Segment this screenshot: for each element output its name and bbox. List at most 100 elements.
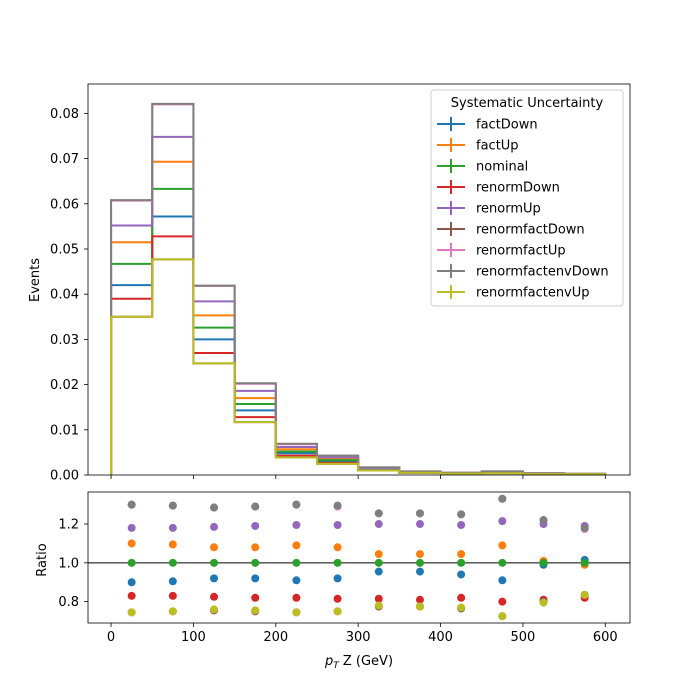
ratio-point-factDown: [168, 577, 177, 586]
ratio-point-renormfactenvDown: [457, 510, 466, 519]
ratio-point-renormfactenvDown: [292, 500, 301, 509]
top-y-tick-label: 0.04: [50, 288, 79, 303]
ratio-point-renormfactenvUp: [210, 605, 219, 614]
top-y-tick-label: 0.01: [50, 423, 79, 438]
legend-label-renormfactenvUp: renormfactenvUp: [476, 286, 590, 301]
bottom-x-ticks: 0 100 200 300 400 500 600: [107, 623, 618, 645]
legend-label-factUp: factUp: [476, 139, 519, 154]
legend-label-renormDown: renormDown: [476, 181, 560, 196]
ratio-point-nominal: [580, 558, 589, 567]
x-axis-label: pT Z (GeV): [324, 654, 393, 671]
ratio-point-renormUp: [168, 523, 177, 532]
ratio-point-renormfactenvDown: [210, 503, 219, 512]
bottom-x-tick-label: 400: [428, 630, 453, 645]
bottom-y-tick-label: 1.2: [58, 518, 79, 533]
top-y-tick-label: 0.00: [50, 469, 79, 484]
ratio-point-nominal: [374, 558, 383, 567]
ratio-point-renormDown: [498, 597, 507, 606]
bottom-x-tick-label: 0: [107, 630, 115, 645]
ratio-point-renormfactenvUp: [168, 607, 177, 616]
ratio-point-nominal: [210, 558, 219, 567]
ratio-point-renormDown: [457, 593, 466, 602]
ratio-point-renormfactenvUp: [498, 612, 507, 621]
bottom-panel: 0.8 1.0 1.2 0 100 200 300 400 500 600 Ratio pT Z…: [35, 491, 631, 671]
ratio-point-nominal: [251, 558, 260, 567]
ratio-point-renormUp: [374, 520, 383, 529]
ratio-point-renormfactenvDown: [127, 500, 136, 509]
top-y-tick-label: 0.05: [50, 242, 79, 257]
ratio-point-renormDown: [292, 593, 301, 602]
x-axis-label-subscript: T: [333, 661, 340, 671]
ratio-point-renormfactenvUp: [251, 606, 260, 615]
bottom-y-tick-label: 0.8: [58, 595, 79, 610]
ratio-point-nominal: [168, 558, 177, 567]
ratio-point-renormfactenvUp: [292, 608, 301, 617]
ratio-point-factDown: [498, 576, 507, 585]
legend-items: factDown factUp nominal renormDown renormUp r…: [437, 117, 609, 301]
top-y-tick-label: 0.08: [50, 107, 79, 122]
x-axis-label-symbol: p: [324, 654, 333, 669]
ratio-point-factUp: [210, 543, 219, 552]
legend-label-nominal: nominal: [476, 160, 528, 175]
ratio-point-factUp: [127, 539, 136, 548]
ratio-point-factUp: [168, 540, 177, 549]
bottom-x-tick-label: 600: [593, 630, 618, 645]
ratio-point-factUp: [457, 550, 466, 559]
ratio-point-renormDown: [168, 591, 177, 600]
ratio-point-renormUp: [457, 520, 466, 529]
bottom-y-ticks: 0.8 1.0 1.2: [58, 518, 88, 610]
top-panel: 0.00 0.01 0.02 0.03 0.04 0.05 0.06 0.07 0.08 Eve…: [28, 83, 631, 484]
ratio-point-renormUp: [415, 520, 424, 529]
top-y-tick-label: 0.02: [50, 378, 79, 393]
legend-label-renormfactenvDown: renormfactenvDown: [476, 265, 609, 280]
ratio-point-factDown: [251, 574, 260, 583]
ratio-point-factUp: [292, 541, 301, 550]
legend-label-renormfactUp: renormfactUp: [476, 244, 566, 259]
ratio-point-nominal: [415, 558, 424, 567]
bottom-y-tick-label: 1.0: [58, 556, 79, 571]
legend-label-renormUp: renormUp: [476, 202, 541, 217]
ratio-point-renormfactenvUp: [333, 607, 342, 616]
ratio-point-nominal: [292, 558, 301, 567]
ratio-point-renormfactenvDown: [168, 501, 177, 510]
ratio-point-factDown: [127, 578, 136, 587]
ratio-point-renormUp: [127, 523, 136, 532]
ratio-point-renormDown: [333, 594, 342, 603]
top-histograms: [110, 102, 607, 476]
bottom-axes-frame: [87, 491, 631, 624]
legend-label-factDown: factDown: [476, 118, 538, 133]
ratio-point-nominal: [539, 558, 548, 567]
top-axes-frame: [87, 83, 631, 476]
ratio-point-renormfactenvUp: [415, 602, 424, 611]
ratio-point-renormfactenvDown: [415, 509, 424, 518]
ratio-point-renormDown: [127, 591, 136, 600]
legend: Systematic Uncertainty factDown factUp nom…: [430, 89, 624, 307]
ratio-point-renormfactenvUp: [539, 598, 548, 607]
bottom-x-tick-label: 300: [346, 630, 371, 645]
ratio-point-renormUp: [333, 520, 342, 529]
ratio-point-factUp: [333, 543, 342, 552]
bottom-y-axis-label: Ratio: [35, 543, 50, 576]
ratio-point-renormfactenvDown: [539, 516, 548, 525]
ratio-point-nominal: [498, 558, 507, 567]
top-y-ticks: 0.00 0.01 0.02 0.03 0.04 0.05 0.06 0.07 0.08: [50, 107, 88, 484]
ratio-point-renormfactenvUp: [374, 601, 383, 610]
ratio-point-nominal: [127, 558, 136, 567]
ratio-point-factDown: [292, 576, 301, 585]
ratio-point-renormDown: [415, 595, 424, 604]
ratio-point-nominal: [333, 558, 342, 567]
top-y-axis-label: Events: [28, 258, 43, 302]
top-y-tick-label: 0.03: [50, 333, 79, 348]
x-axis-label-text: Z (GeV): [339, 654, 393, 669]
ratio-point-renormfactenvDown: [498, 494, 507, 503]
ratio-point-factDown: [415, 567, 424, 576]
ratio-point-renormDown: [210, 592, 219, 601]
ratio-point-renormfactenvUp: [127, 608, 136, 617]
ratio-point-renormfactenvDown: [580, 523, 589, 532]
ratio-point-factUp: [415, 550, 424, 559]
ratio-point-renormUp: [498, 517, 507, 526]
ratio-point-nominal: [457, 558, 466, 567]
legend-label-renormfactDown: renormfactDown: [476, 223, 585, 238]
ratio-point-renormUp: [251, 521, 260, 530]
